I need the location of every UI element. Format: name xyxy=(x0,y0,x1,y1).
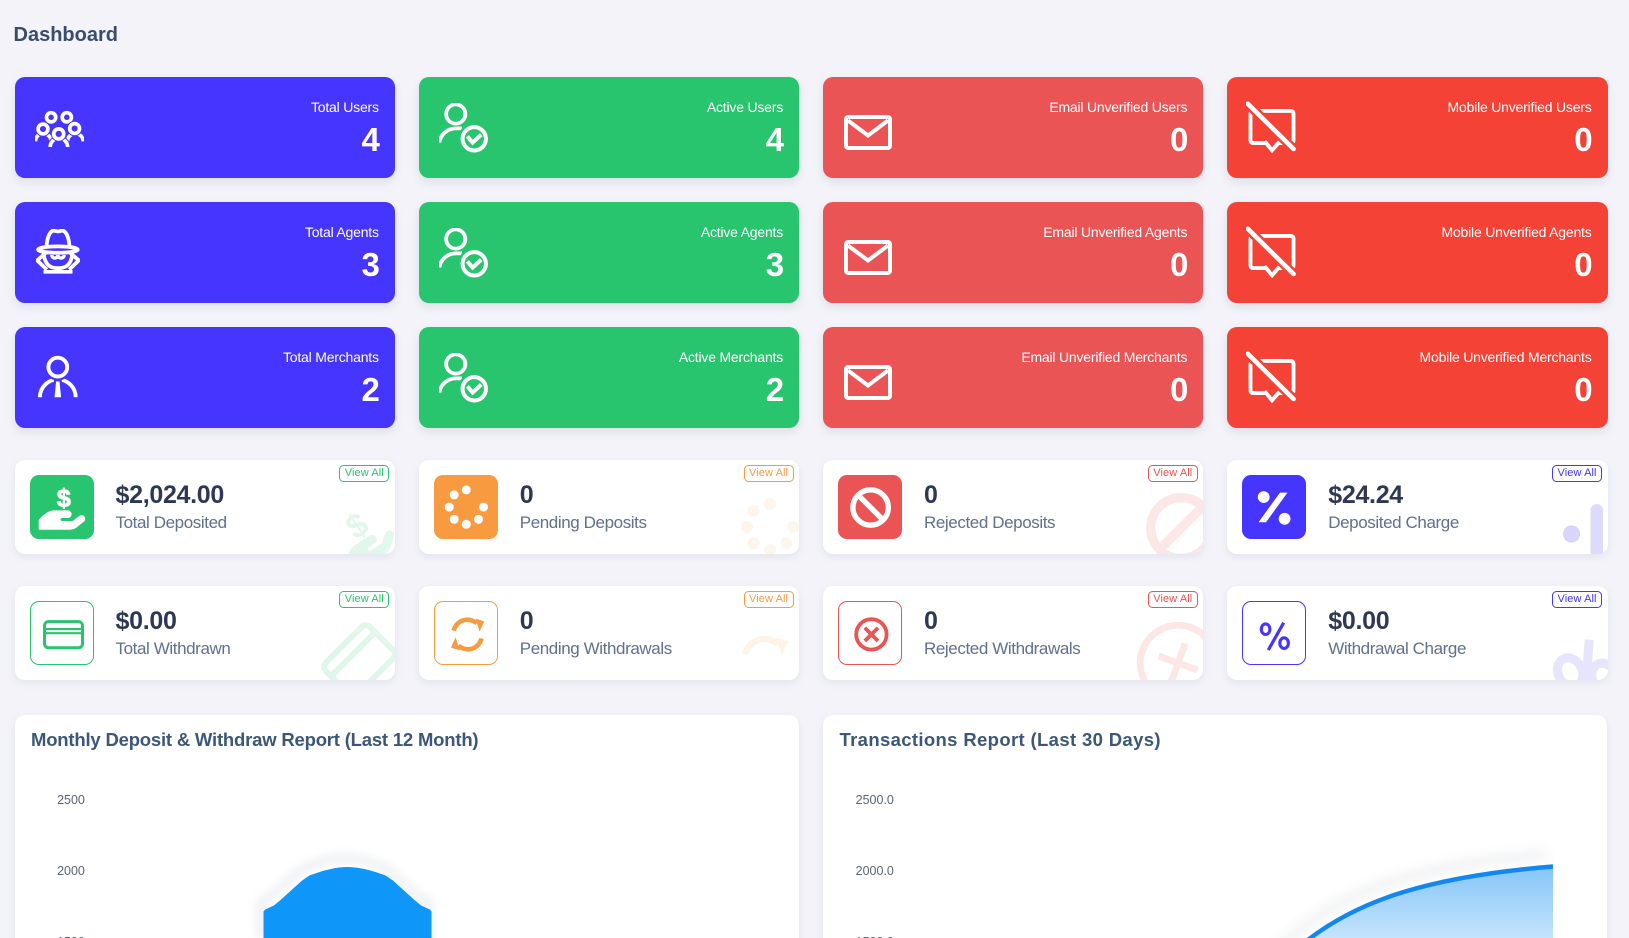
svg-text:$: $ xyxy=(56,485,70,513)
